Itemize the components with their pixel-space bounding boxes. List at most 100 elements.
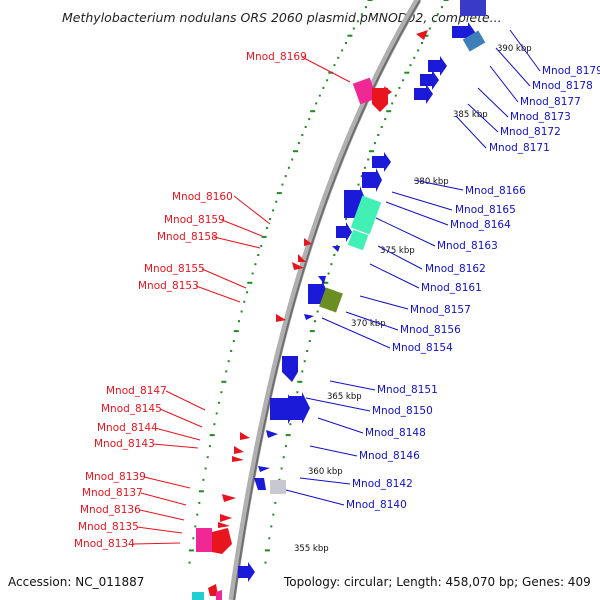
gc-dot xyxy=(316,310,319,313)
gc-dot xyxy=(345,218,348,221)
gene-arrow xyxy=(336,222,352,242)
gene-label[interactable]: Mnod_8171 xyxy=(489,142,550,154)
gene-arrow-small xyxy=(218,522,230,528)
gc-dot xyxy=(391,102,394,105)
gc-dot xyxy=(345,42,347,44)
gc-dot xyxy=(251,272,254,275)
gene-label[interactable]: Mnod_8161 xyxy=(421,282,482,294)
reverse-genes xyxy=(192,30,428,600)
gc-dot xyxy=(327,272,330,275)
gc-dot xyxy=(315,102,318,105)
gc-dot xyxy=(303,360,306,363)
gc-dot xyxy=(209,434,215,437)
gene-label[interactable]: Mnod_8158 xyxy=(157,231,218,243)
gc-dot xyxy=(310,110,316,113)
gc-dot xyxy=(194,525,197,528)
gc-dot xyxy=(227,360,230,363)
gene-arrow-small xyxy=(304,238,312,246)
gene-block-teal xyxy=(347,229,369,251)
gc-dot xyxy=(373,142,376,145)
tick-label-390: 390 kbp xyxy=(497,44,532,54)
gene-block xyxy=(462,30,486,52)
tick-labels: 355 kbp 360 kbp 365 kbp 370 kbp 375 kbp … xyxy=(294,44,532,554)
gene-label[interactable]: Mnod_8151 xyxy=(377,384,438,396)
gc-dot xyxy=(314,320,316,323)
gc-dot xyxy=(282,456,285,459)
gene-label[interactable]: Mnod_8145 xyxy=(101,403,162,415)
gene-label[interactable]: Mnod_8166 xyxy=(465,185,526,197)
gc-dot xyxy=(247,281,253,284)
gc-dot xyxy=(260,244,263,247)
gene-label[interactable]: Mnod_8147 xyxy=(106,385,167,397)
backbone-arc xyxy=(228,0,422,600)
gc-dot xyxy=(208,445,211,448)
gene-arrow xyxy=(414,84,433,104)
backbone-arc-shadow xyxy=(233,0,421,600)
tick-label-365: 365 kbp xyxy=(327,392,362,402)
gene-label[interactable]: Mnod_8172 xyxy=(500,126,561,138)
gene-arrow-small xyxy=(240,432,250,440)
gc-dot xyxy=(287,166,290,169)
gene-label[interactable]: Mnod_8165 xyxy=(455,204,516,216)
gene-label[interactable]: Mnod_8136 xyxy=(80,504,141,516)
gene-label[interactable]: Mnod_8137 xyxy=(82,487,143,499)
gene-label[interactable]: Mnod_8177 xyxy=(520,96,581,108)
gene-label[interactable]: Mnod_8154 xyxy=(392,342,453,354)
gene-block-teal xyxy=(350,195,382,235)
gc-dot xyxy=(304,126,307,128)
gc-dot xyxy=(213,423,216,426)
gene-label[interactable]: Mnod_8148 xyxy=(365,427,426,439)
gene-label[interactable]: Mnod_8179 xyxy=(542,65,600,77)
gene-label[interactable]: Mnod_8150 xyxy=(372,405,433,417)
gc-dot xyxy=(333,64,336,67)
gc-dot xyxy=(272,209,275,212)
gene-label[interactable]: Mnod_8157 xyxy=(410,304,471,316)
gene-label[interactable]: Mnod_8143 xyxy=(94,438,155,450)
gene-label[interactable]: Mnod_8139 xyxy=(85,471,146,483)
gc-dot xyxy=(326,79,329,82)
gene-arrow xyxy=(362,168,382,192)
gene-label[interactable]: Mnod_8155 xyxy=(144,263,205,275)
forward-genes xyxy=(238,0,486,582)
gc-dot xyxy=(308,118,311,121)
gene-arrow xyxy=(420,70,439,90)
gc-dot xyxy=(360,175,363,178)
accession-text: Accession: NC_011887 xyxy=(8,575,144,589)
gc-dot xyxy=(330,263,333,266)
gene-label[interactable]: Mnod_8162 xyxy=(425,263,486,275)
gc-dot xyxy=(192,537,195,540)
gene-label[interactable]: Mnod_8159 xyxy=(164,214,225,226)
gc-dot xyxy=(404,71,410,74)
gc-dot xyxy=(206,456,209,459)
gene-arrow xyxy=(238,562,255,582)
left-gene-labels: Mnod_8169 Mnod_8160 Mnod_8159 Mnod_8158 … xyxy=(74,51,307,550)
gene-label[interactable]: Mnod_8134 xyxy=(74,538,135,550)
tick-label-370: 370 kbp xyxy=(351,319,386,329)
gene-label[interactable]: Mnod_8135 xyxy=(78,521,139,533)
gene-label[interactable]: Mnod_8169 xyxy=(246,51,307,63)
gc-dot xyxy=(428,27,431,30)
right-leader-lines xyxy=(285,29,541,506)
gc-dot xyxy=(386,110,392,113)
gc-dot xyxy=(301,134,304,136)
gene-arrow xyxy=(208,584,218,596)
gc-dot xyxy=(297,142,300,145)
gene-label[interactable]: Mnod_8164 xyxy=(450,219,511,231)
gene-label[interactable]: Mnod_8156 xyxy=(400,324,461,336)
gene-label[interactable]: Mnod_8140 xyxy=(346,499,407,511)
gene-label[interactable]: Mnod_8173 xyxy=(510,111,571,123)
gene-label[interactable]: Mnod_8178 xyxy=(532,80,593,92)
gc-dot xyxy=(266,227,269,229)
gene-label[interactable]: Mnod_8144 xyxy=(97,422,158,434)
gene-label[interactable]: Mnod_8153 xyxy=(138,280,199,292)
gc-dot xyxy=(337,56,340,59)
gc-dot xyxy=(261,235,267,238)
gene-label[interactable]: Mnod_8142 xyxy=(352,478,413,490)
gene-arrow xyxy=(282,356,298,382)
gc-dot xyxy=(309,330,315,333)
gene-label[interactable]: Mnod_8163 xyxy=(437,240,498,252)
gc-dot xyxy=(297,380,303,383)
gene-label[interactable]: Mnod_8160 xyxy=(172,191,233,203)
gene-label[interactable]: Mnod_8146 xyxy=(359,450,420,462)
